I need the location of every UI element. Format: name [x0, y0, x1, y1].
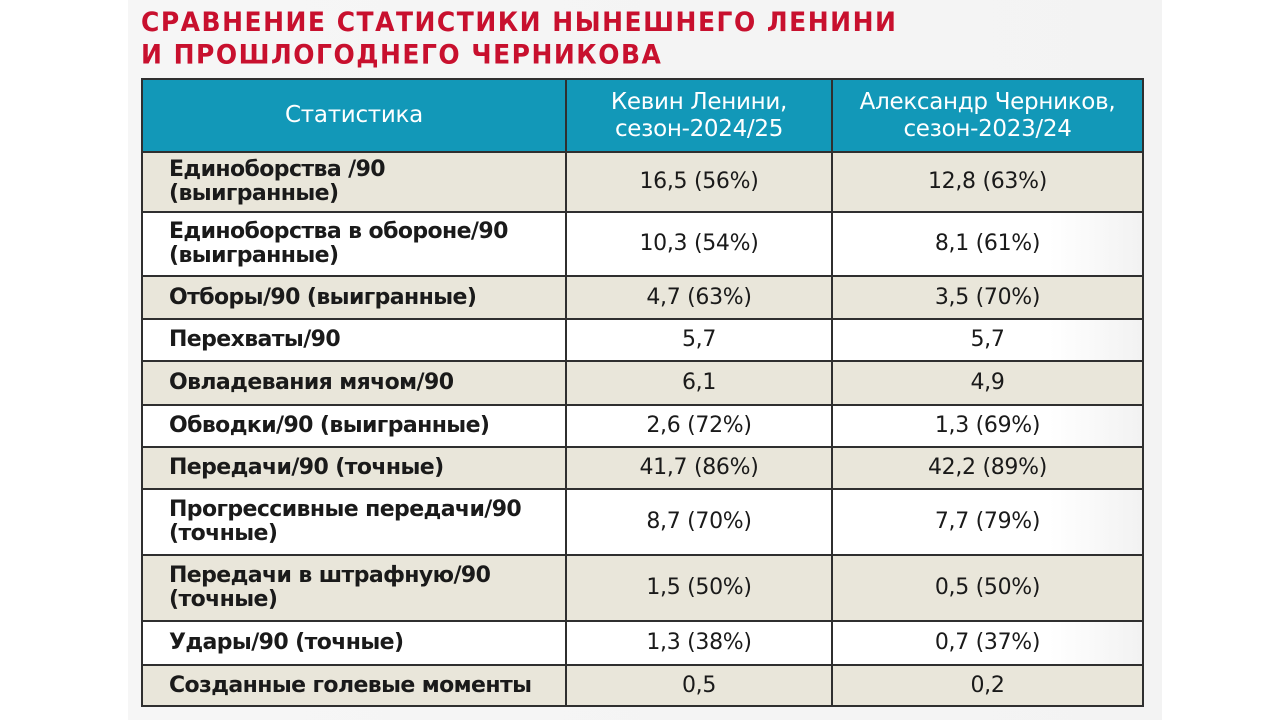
table-row: Единоборства /90 (выигранные) 16,5 (56%) …: [141, 151, 1144, 213]
lenini-value: 1,5 (50%): [565, 554, 833, 622]
stat-label-line2: (точные): [169, 587, 278, 612]
chernikov-value: 4,9: [831, 360, 1144, 406]
header-statistic: Статистика: [141, 78, 567, 153]
page-title: Сравнение статистики нынешнего Ленини и …: [141, 6, 897, 71]
stat-label: Овладевания мячом/90: [141, 360, 567, 406]
lenini-value: 0,5: [565, 664, 833, 707]
header-chernikov-season: сезон-2023/24: [903, 115, 1072, 142]
header-lenini-name: Кевин Ленини,: [610, 88, 788, 115]
table-row: Перехваты/90 5,7 5,7: [141, 318, 1144, 362]
stat-label-line1: Передачи в штрафную/90: [169, 563, 491, 588]
table-row: Отборы/90 (выигранные) 4,7 (63%) 3,5 (70…: [141, 275, 1144, 320]
header-chernikov-name: Александр Черников,: [859, 88, 1116, 115]
chernikov-value: 7,7 (79%): [831, 488, 1144, 556]
stat-label: Единоборства /90 (выигранные): [141, 151, 567, 213]
title-line-2: и прошлогоднего Черникова: [141, 39, 663, 71]
stat-label-line2: (выигранные): [169, 181, 339, 206]
table-header-row: Статистика Кевин Ленини, сезон-2024/25 Ал…: [141, 78, 1144, 153]
stat-label: Отборы/90 (выигранные): [141, 275, 567, 320]
stat-label-line1: Единоборства в обороне/90: [169, 219, 508, 244]
stat-label: Перехваты/90: [141, 318, 567, 362]
lenini-value: 1,3 (38%): [565, 620, 833, 666]
lenini-value: 2,6 (72%): [565, 404, 833, 448]
stat-label: Передачи в штрафную/90 (точные): [141, 554, 567, 622]
lenini-value: 5,7: [565, 318, 833, 362]
stats-comparison-table: Статистика Кевин Ленини, сезон-2024/25 Ал…: [141, 78, 1144, 707]
stat-label: Удары/90 (точные): [141, 620, 567, 666]
chernikov-value: 0,5 (50%): [831, 554, 1144, 622]
lenini-value: 4,7 (63%): [565, 275, 833, 320]
stat-label: Передачи/90 (точные): [141, 446, 567, 490]
stat-label: Обводки/90 (выигранные): [141, 404, 567, 448]
table-row: Овладевания мячом/90 6,1 4,9: [141, 360, 1144, 406]
chernikov-value: 8,1 (61%): [831, 211, 1144, 277]
title-line-1: Сравнение статистики нынешнего Ленини: [141, 7, 898, 38]
table-row: Единоборства в обороне/90 (выигранные) 10…: [141, 211, 1144, 277]
stat-label-line1: Единоборства /90: [169, 157, 386, 182]
table-row: Передачи в штрафную/90 (точные) 1,5 (50%)…: [141, 554, 1144, 622]
lenini-value: 6,1: [565, 360, 833, 406]
table-row: Созданные голевые моменты 0,5 0,2: [141, 664, 1144, 707]
stat-label: Прогрессивные передачи/90 (точные): [141, 488, 567, 556]
chernikov-value: 12,8 (63%): [831, 151, 1144, 213]
lenini-value: 10,3 (54%): [565, 211, 833, 277]
lenini-value: 16,5 (56%): [565, 151, 833, 213]
chernikov-value: 1,3 (69%): [831, 404, 1144, 448]
header-statistic-label: Статистика: [285, 102, 423, 128]
chernikov-value: 3,5 (70%): [831, 275, 1144, 320]
chernikov-value: 0,2: [831, 664, 1144, 707]
stat-label-line1: Прогрессивные передачи/90: [169, 497, 522, 522]
header-lenini-season: сезон-2024/25: [614, 115, 784, 142]
table-row: Обводки/90 (выигранные) 2,6 (72%) 1,3 (6…: [141, 404, 1144, 448]
stat-label-line2: (точные): [169, 521, 278, 546]
chernikov-value: 5,7: [831, 318, 1144, 362]
lenini-value: 41,7 (86%): [565, 446, 833, 490]
table-row: Передачи/90 (точные) 41,7 (86%) 42,2 (89…: [141, 446, 1144, 490]
header-chernikov: Александр Черников, сезон-2023/24: [831, 78, 1144, 153]
chernikov-value: 0,7 (37%): [831, 620, 1144, 666]
header-lenini: Кевин Ленини, сезон-2024/25: [565, 78, 833, 153]
lenini-value: 8,7 (70%): [565, 488, 833, 556]
table-row: Прогрессивные передачи/90 (точные) 8,7 (7…: [141, 488, 1144, 556]
stat-label: Созданные голевые моменты: [141, 664, 567, 707]
stat-label-line2: (выигранные): [169, 243, 339, 268]
chernikov-value: 42,2 (89%): [831, 446, 1144, 490]
table-row: Удары/90 (точные) 1,3 (38%) 0,7 (37%): [141, 620, 1144, 666]
stat-label: Единоборства в обороне/90 (выигранные): [141, 211, 567, 277]
